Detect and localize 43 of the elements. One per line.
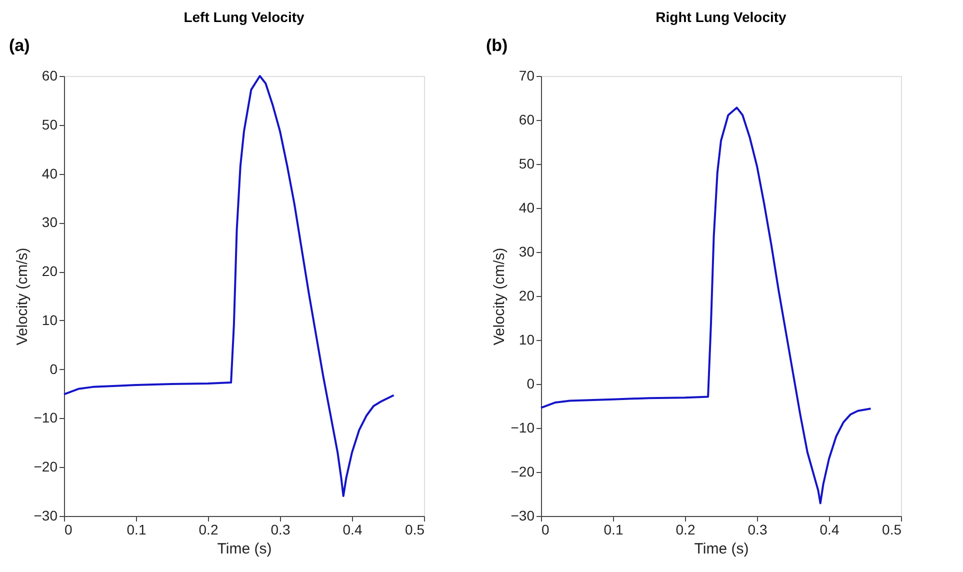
y-tick-label: 10 bbox=[42, 312, 58, 328]
y-tick-label: 30 bbox=[518, 244, 535, 260]
line-series bbox=[63, 75, 395, 497]
x-tick-label: 0.2 bbox=[676, 522, 696, 538]
x-tick-label: 0.3 bbox=[270, 522, 290, 538]
chart-title: Left Lung Velocity bbox=[184, 9, 304, 25]
x-axis-title: Time (s) bbox=[217, 540, 272, 558]
y-axis-title: Velocity (cm/s) bbox=[14, 248, 31, 346]
y-tick-label: 40 bbox=[42, 165, 58, 182]
y-tick-label: −20 bbox=[34, 458, 58, 475]
chart-title: Right Lung Velocity bbox=[656, 9, 787, 25]
y-tick-label: 0 bbox=[50, 360, 58, 377]
x-tick-label: 0.1 bbox=[604, 522, 624, 538]
y-tick-label: 70 bbox=[518, 68, 535, 84]
x-tick-label: 0.4 bbox=[820, 522, 840, 538]
y-tick-label: −20 bbox=[510, 464, 535, 480]
y-tick-label: 10 bbox=[518, 332, 535, 348]
text: (b) bbox=[486, 36, 508, 55]
y-tick-label: −30 bbox=[34, 508, 58, 524]
x-tick-label: 0.5 bbox=[405, 522, 425, 538]
x-tick-label: 0 bbox=[542, 522, 550, 538]
text: (a) bbox=[9, 36, 30, 55]
x-tick-label: 0.5 bbox=[882, 522, 902, 538]
y-tick-label: −10 bbox=[34, 410, 58, 426]
y-tick-label: 40 bbox=[518, 200, 535, 216]
y-tick-label: 50 bbox=[518, 156, 535, 172]
x-tick-label: 0.4 bbox=[342, 522, 362, 538]
x-tick-label: 0.1 bbox=[126, 522, 146, 538]
y-tick-label: −30 bbox=[510, 508, 535, 524]
y-tick-label: 20 bbox=[518, 288, 535, 304]
y-tick-label: 60 bbox=[518, 112, 535, 128]
x-tick-label: 0.2 bbox=[198, 522, 218, 538]
y-tick-label: 50 bbox=[42, 116, 58, 132]
y-tick-label: 60 bbox=[42, 68, 58, 84]
x-tick-label: 0.3 bbox=[748, 522, 768, 538]
x-axis-title: Time (s) bbox=[694, 540, 749, 558]
y-axis-title: Velocity (cm/s) bbox=[490, 248, 508, 346]
line-series bbox=[540, 106, 872, 504]
y-tick-label: 0 bbox=[526, 376, 535, 392]
y-tick-label: 30 bbox=[42, 214, 58, 230]
y-tick-label: 20 bbox=[42, 263, 58, 280]
x-tick-label: 0 bbox=[64, 522, 72, 538]
y-tick-label: −10 bbox=[510, 420, 535, 436]
